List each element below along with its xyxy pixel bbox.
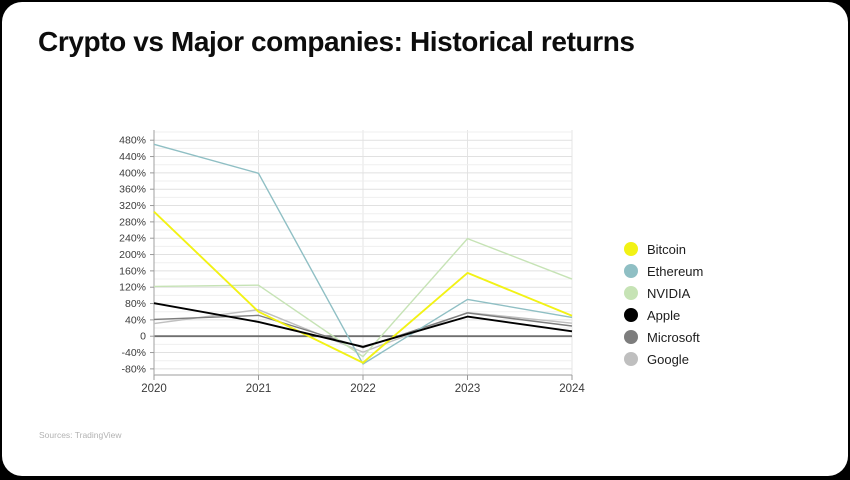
y-tick-label: 120%: [119, 282, 146, 294]
x-tick-label: 2021: [246, 383, 272, 395]
y-tick-label: 280%: [119, 216, 146, 228]
y-tick-label: 360%: [119, 184, 146, 196]
y-tick-label: 400%: [119, 167, 146, 179]
legend-item-microsoft: Microsoft: [624, 326, 703, 348]
legend-label: Apple: [647, 308, 680, 323]
legend-item-bitcoin: Bitcoin: [624, 238, 703, 260]
legend-label: Microsoft: [647, 330, 700, 345]
legend-item-google: Google: [624, 348, 703, 370]
y-tick-label: 80%: [125, 298, 146, 310]
legend-swatch-microsoft: [624, 330, 638, 344]
x-tick-label: 2020: [141, 383, 167, 395]
legend-swatch-bitcoin: [624, 242, 638, 256]
y-tick-label: 200%: [119, 249, 146, 261]
y-tick-label: 440%: [119, 151, 146, 163]
legend-label: Bitcoin: [647, 242, 686, 257]
legend-swatch-apple: [624, 308, 638, 322]
y-tick-label: 160%: [119, 265, 146, 277]
y-tick-label: -40%: [121, 347, 146, 359]
y-tick-label: 320%: [119, 200, 146, 212]
source-note: Sources: TradingView: [39, 430, 122, 440]
legend-swatch-nvidia: [624, 286, 638, 300]
legend-label: NVIDIA: [647, 286, 690, 301]
x-tick-label: 2022: [350, 383, 376, 395]
legend: Bitcoin Ethereum NVIDIA Apple Microsoft Googl…: [624, 238, 703, 370]
x-tick-label: 2024: [559, 383, 585, 395]
y-tick-label: 0: [140, 331, 146, 343]
y-tick-label: 40%: [125, 314, 146, 326]
y-tick-label: 240%: [119, 233, 146, 245]
legend-label: Google: [647, 352, 689, 367]
y-tick-label: -80%: [121, 363, 146, 375]
legend-label: Ethereum: [647, 264, 703, 279]
x-tick-label: 2023: [455, 383, 481, 395]
legend-item-ethereum: Ethereum: [624, 260, 703, 282]
legend-item-apple: Apple: [624, 304, 703, 326]
legend-item-nvidia: NVIDIA: [624, 282, 703, 304]
y-tick-label: 480%: [119, 135, 146, 147]
legend-swatch-ethereum: [624, 264, 638, 278]
legend-swatch-google: [624, 352, 638, 366]
